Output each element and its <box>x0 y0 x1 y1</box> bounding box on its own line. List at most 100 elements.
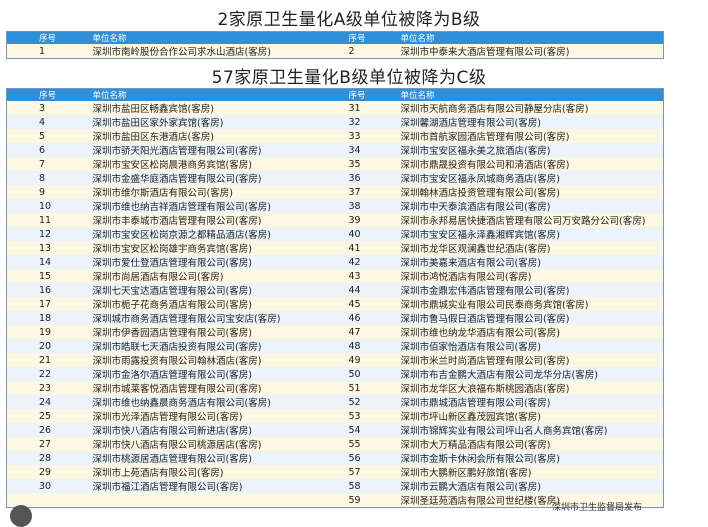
cell-unit-name: 深圳市桃源居酒店管理有限公司(客房) <box>92 451 349 465</box>
cell-seq: 56 <box>348 451 401 465</box>
cell-unit-name: 深圳市宝安区松岗晨港商务宾馆(客房) <box>92 157 349 171</box>
cell-unit-name: 深圳市维尔斯酒店有限公司(客房) <box>92 185 349 199</box>
header-seq: 序号 <box>6 88 93 101</box>
cell-unit-name: 深圳市宝安区松岗雄宇商务宾馆(客房) <box>92 241 349 255</box>
cell-seq: 44 <box>348 283 401 297</box>
cell-unit-name: 深圳市大鹏新区鹏好旅馆(客房) <box>400 465 664 479</box>
cell-unit-name: 深圳市永邦易居快捷酒店管理有限公司万安路分公司(客房) <box>400 213 664 227</box>
table-row: 22 深圳市金洛尔酒店管理有限公司(客房) 50 深圳市布吉金鹏大酒店有限公司龙华分店… <box>6 367 664 381</box>
cell-unit-name: 深圳市南岭股份合作公司求水山酒店(客房) <box>92 44 349 59</box>
table-row: 29 深圳市上苑酒店有限公司(客房) 57 深圳市大鹏新区鹏好旅馆(客房) <box>6 465 664 479</box>
cell-seq: 35 <box>348 157 401 171</box>
cell-unit-name: 深圳市鲁马假日酒店管理有限公司(客房) <box>400 311 664 325</box>
cell-unit-name: 深圳市福江酒店管理有限公司(客房) <box>92 479 349 493</box>
cell-unit-name: 深圳市宝安区松岗京源之都精品酒店(客房) <box>92 227 349 241</box>
cell-seq: 14 <box>6 255 93 269</box>
cell-seq: 18 <box>6 311 93 325</box>
table-row: 14 深圳市爱仕登酒店管理有限公司(客房) 42 深圳市美嘉来酒店有限公司(客房) <box>6 255 664 269</box>
cell-unit-name: 深圳翰林酒店投资管理有限公司(客房) <box>400 185 664 199</box>
table-row: 7 深圳市宝安区松岗晨港商务宾馆(客房) 35 深圳市鼎晟投资有限公司和清酒店(客房) <box>6 157 664 171</box>
cell-seq: 58 <box>348 479 401 493</box>
cell-unit-name: 深圳市中泰来大酒店管理有限公司(客房) <box>400 44 664 59</box>
cell-unit-name: 深圳市快八酒店有限公司新进店(客房) <box>92 423 349 437</box>
cell-seq: 5 <box>6 129 93 143</box>
table-row: 24 深圳市维也纳鑫晨商务酒店有限公司(客房) 52 深圳市鼎城酒店管理有限公司(客房… <box>6 395 664 409</box>
cell-unit-name: 深圳市城莱客悦酒店管理有限公司(客房) <box>92 381 349 395</box>
cell-seq: 15 <box>6 269 93 283</box>
cell-seq: 21 <box>6 353 93 367</box>
cell-seq: 16 <box>6 283 93 297</box>
cell-unit-name: 深圳市宝安区福永美之旅酒店(客房) <box>400 143 664 157</box>
table-row: 23 深圳市城莱客悦酒店管理有限公司(客房) 51 深圳市龙华区大浪福布斯桃园酒店(客… <box>6 381 664 395</box>
cell-unit-name: 深圳市龙华区大浪福布斯桃园酒店(客房) <box>400 381 664 395</box>
cell-unit-name: 深圳市大万精品酒店有限公司(客房) <box>400 437 664 451</box>
cell-seq: 9 <box>6 185 93 199</box>
cell-seq: 34 <box>348 143 401 157</box>
cell-seq: 29 <box>6 465 93 479</box>
cell-unit-name: 深圳市云鹏大酒店有限公司(客房) <box>400 479 664 493</box>
table-row: 18 深圳城市商务酒店管理有限公司宝安店(客房) 46 深圳市鲁马假日酒店管理有限公司… <box>6 311 664 325</box>
cell-seq: 46 <box>348 311 401 325</box>
cell-seq: 24 <box>6 395 93 409</box>
table-row: 6 深圳市骄天阳光酒店管理有限公司(客房) 34 深圳市宝安区福永美之旅酒店(客房) <box>6 143 664 157</box>
cell-seq: 10 <box>6 199 93 213</box>
cell-unit-name: 深圳市上苑酒店有限公司(客房) <box>92 465 349 479</box>
cell-seq: 36 <box>348 171 401 185</box>
table-header: 序号 单位名称 序号 单位名称 <box>6 88 664 101</box>
cell-unit-name: 深圳市伊香园酒店管理有限公司(客房) <box>92 325 349 339</box>
cell-unit-name: 深圳市雨露投资有限公司翰林酒店(客房) <box>92 353 349 367</box>
cell-seq: 55 <box>348 437 401 451</box>
table-row: 12 深圳市宝安区松岗京源之都精品酒店(客房) 40 深圳市宝安区福永泽鑫湘辉宾馆(客… <box>6 227 664 241</box>
grade-a-downgraded-table: 序号 单位名称 序号 单位名称 1 深圳市南岭股份合作公司求水山酒店(客房) 2 深圳… <box>6 31 664 59</box>
table-row: 25 深圳市光泽酒店管理有限公司(客房) 53 深圳市坪山新区鑫茂园宾馆(客房) <box>6 409 664 423</box>
cell-seq: 38 <box>348 199 401 213</box>
cell-seq: 33 <box>348 129 401 143</box>
table-b-title: 57家原卫生量化B级单位被降为C级 <box>211 68 487 88</box>
table-row: 11 深圳市丰泰城市酒店管理有限公司(客房) 39 深圳市永邦易居快捷酒店管理有限公司… <box>6 213 664 227</box>
cell-unit-name: 深圳市宝安区福永泽鑫湘辉宾馆(客房) <box>400 227 664 241</box>
table-row: 21 深圳市雨露投资有限公司翰林酒店(客房) 49 深圳市米兰时尚酒店管理有限公司(客… <box>6 353 664 367</box>
cell-seq: 25 <box>6 409 93 423</box>
cell-seq: 49 <box>348 353 401 367</box>
cell-unit-name: 深圳市锦辉实业有限公司坪山名人商务宾馆(客房) <box>400 423 664 437</box>
cell-seq: 30 <box>6 479 93 493</box>
cell-unit-name: 深圳市金洛尔酒店管理有限公司(客房) <box>92 367 349 381</box>
cell-seq: 48 <box>348 339 401 353</box>
cell-seq: 2 <box>348 44 401 59</box>
cell-unit-name: 深圳市龙华区观澜鑫世纪酒店(客房) <box>400 241 664 255</box>
cell-unit-name: 深圳市盐田区畅鑫宾馆(客房) <box>92 101 349 115</box>
cell-seq: 43 <box>348 269 401 283</box>
cell-unit-name: 深圳市爱仕登酒店管理有限公司(客房) <box>92 255 349 269</box>
cell-unit-name: 深圳市天航商务酒店有限公司静屋分店(客房) <box>400 101 664 115</box>
cell-seq: 37 <box>348 185 401 199</box>
cell-seq: 57 <box>348 465 401 479</box>
table-row: 5 深圳市盐田区东港酒店(客房) 33 深圳市首航家园酒店管理有限公司(客房) <box>6 129 664 143</box>
cell-seq: 54 <box>348 423 401 437</box>
header-seq: 序号 <box>348 31 401 44</box>
cell-unit-name: 深圳市皓联七天酒店投资有限公司(客房) <box>92 339 349 353</box>
cell-unit-name: 深圳市维也纳龙华酒店有限公司(客房) <box>400 325 664 339</box>
header-name: 单位名称 <box>400 31 664 44</box>
cell-unit-name: 深圳馨湖酒店管理有限公司(客房) <box>400 115 664 129</box>
cell-seq: 6 <box>6 143 93 157</box>
cell-unit-name: 深圳市中天泰滨酒店有限公司(客房) <box>400 199 664 213</box>
cell-unit-name: 深圳市鸿悦酒店有限公司(客房) <box>400 269 664 283</box>
cell-seq: 28 <box>6 451 93 465</box>
cell-seq: 52 <box>348 395 401 409</box>
cell-seq: 51 <box>348 381 401 395</box>
cell-seq: 50 <box>348 367 401 381</box>
table-row: 59 深圳圣廷苑酒店有限公司世纪楼(客房) <box>6 493 664 508</box>
cell-unit-name: 深圳市光泽酒店管理有限公司(客房) <box>92 409 349 423</box>
table-row: 16 深圳七天宝达酒店管理有限公司(客房) 44 深圳市金鼎宏伟酒店管理有限公司(客房… <box>6 283 664 297</box>
cell-unit-name: 深圳市米兰时尚酒店管理有限公司(客房) <box>400 353 664 367</box>
table-row: 13 深圳市宝安区松岗雄宇商务宾馆(客房) 41 深圳市龙华区观澜鑫世纪酒店(客房) <box>6 241 664 255</box>
cell-seq: 12 <box>6 227 93 241</box>
cell-seq: 23 <box>6 381 93 395</box>
cell-seq: 41 <box>348 241 401 255</box>
cell-unit-name <box>92 493 349 508</box>
cell-unit-name: 深圳七天宝达酒店管理有限公司(客房) <box>92 283 349 297</box>
cell-seq: 22 <box>6 367 93 381</box>
cell-unit-name: 深圳市宝安区福永凤城商务酒店(客房) <box>400 171 664 185</box>
table-row: 26 深圳市快八酒店有限公司新进店(客房) 54 深圳市锦辉实业有限公司坪山名人商务宾… <box>6 423 664 437</box>
grade-b-downgraded-table: 序号 单位名称 序号 单位名称 3 深圳市盐田区畅鑫宾馆(客房) 31 深圳市天航商务… <box>6 88 664 508</box>
